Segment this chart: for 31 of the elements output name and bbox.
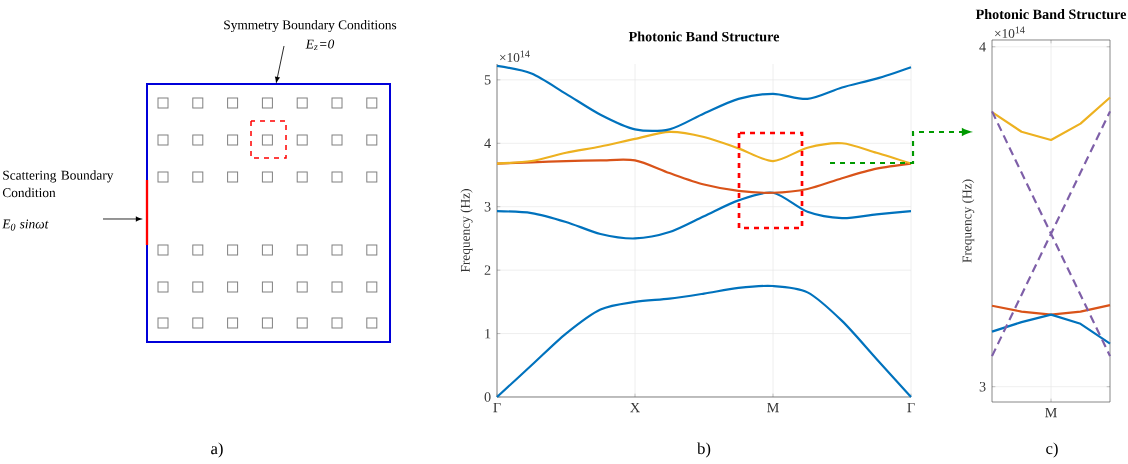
y-tick-label: 4 <box>484 138 491 148</box>
line-series <box>990 313 1112 345</box>
y-tick-label: 1 <box>485 328 491 339</box>
text: c) <box>1046 442 1058 458</box>
text: E$_{0}$ sinωt <box>2 219 49 231</box>
line-series <box>495 191 913 240</box>
y-tick-label: 0 <box>484 392 491 402</box>
x-tick-label: M <box>767 402 779 413</box>
x-tick-label: Γ <box>493 402 501 413</box>
y-tick-label: 3 <box>979 381 986 392</box>
text: E$_{z}$=0 <box>305 39 335 51</box>
x-tick-label: Γ <box>907 402 915 413</box>
text: Scattering Boundary Condition <box>2 170 114 198</box>
y-tick-label: 2 <box>484 265 491 275</box>
text: Symmetry Boundary Conditions <box>224 19 397 33</box>
line-series <box>495 64 913 132</box>
text: ×10$^{14}$ <box>500 50 530 62</box>
y-axis-title: Frequency (Hz) <box>460 189 473 273</box>
text: b) <box>697 442 711 458</box>
x-tick-label: M <box>1045 407 1057 418</box>
chart-title: Photonic Band Structure <box>975 9 1127 20</box>
y-tick-label: 3 <box>484 201 491 212</box>
y-tick-label: 4 <box>979 42 986 52</box>
y-axis-title: Frequency (Hz) <box>962 179 975 263</box>
text: a) <box>211 442 223 458</box>
line-series <box>495 130 913 165</box>
line-series <box>990 304 1112 316</box>
x-tick-label: X <box>630 402 640 413</box>
chart-title: Photonic Band Structure <box>628 31 780 42</box>
text: ×10$^{14}$ <box>995 26 1025 38</box>
y-tick-label: 5 <box>484 75 491 85</box>
